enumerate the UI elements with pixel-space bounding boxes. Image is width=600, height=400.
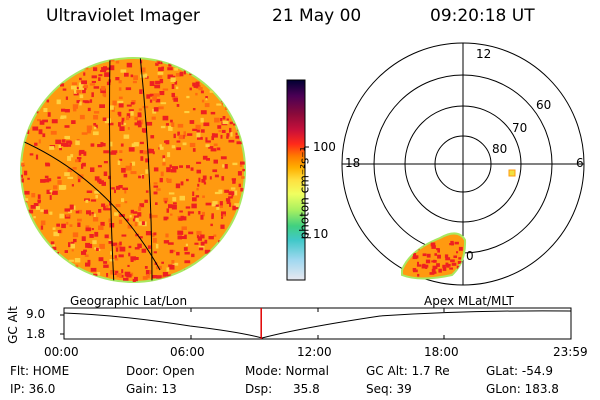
- status-glon: GLon: 183.8: [486, 382, 559, 396]
- status-gain: Gain: 13: [126, 382, 177, 396]
- left-panel-caption: Geographic Lat/Lon: [70, 294, 188, 308]
- altitude-axis-label: GC Alt: [5, 306, 20, 344]
- time-tick-0000: 00:00: [44, 345, 79, 359]
- polar-lat-60: 60: [536, 98, 552, 112]
- colorbar-unit-label: photon cm⁻²s⁻¹: [297, 146, 312, 240]
- auroral-patch: [401, 232, 467, 280]
- status-mode: Mode: Normal: [245, 364, 329, 378]
- status-dsp-label: Dsp:: [245, 382, 273, 396]
- time-label: 09:20:18 UT: [430, 6, 535, 26]
- date-label: 21 May 00: [272, 6, 362, 26]
- colorbar-tick-100: 100: [313, 140, 336, 154]
- polar-label-18: 18: [345, 156, 361, 170]
- polar-lat-70: 70: [512, 121, 528, 135]
- status-gc-alt: GC Alt: 1.7 Re: [366, 364, 450, 378]
- time-tick-2359: 23:59: [553, 345, 588, 359]
- geographic-grid: [21, 58, 161, 282]
- app-title: Ultraviolet Imager: [46, 6, 200, 26]
- altitude-plot: [60, 307, 572, 340]
- uv-image-disk: [20, 57, 246, 283]
- altitude-curve: [63, 310, 572, 339]
- polar-label-0: 0: [466, 249, 474, 263]
- right-panel-caption: Apex MLat/MLT: [424, 294, 514, 308]
- status-dsp-value: 35.8: [293, 382, 320, 396]
- time-tick-0600: 06:00: [170, 345, 205, 359]
- status-flt: Flt: HOME: [10, 364, 70, 378]
- spacecraft-marker: [508, 169, 516, 177]
- status-seq: Seq: 39: [366, 382, 412, 396]
- colorbar: [286, 79, 309, 281]
- polar-label-6: 6: [576, 156, 584, 170]
- status-door: Door: Open: [126, 364, 195, 378]
- altitude-ymin: 1.8: [26, 327, 46, 341]
- status-glat: GLat: -54.9: [486, 364, 553, 378]
- polar-plot: [341, 42, 585, 286]
- time-tick-1200: 12:00: [297, 345, 332, 359]
- time-tick-1800: 18:00: [424, 345, 459, 359]
- polar-label-12: 12: [476, 47, 492, 61]
- polar-lat-80: 80: [492, 142, 508, 156]
- altitude-ymax: 9.0: [26, 307, 46, 321]
- status-ip: IP: 36.0: [10, 382, 56, 396]
- colorbar-tick-10: 10: [313, 227, 329, 241]
